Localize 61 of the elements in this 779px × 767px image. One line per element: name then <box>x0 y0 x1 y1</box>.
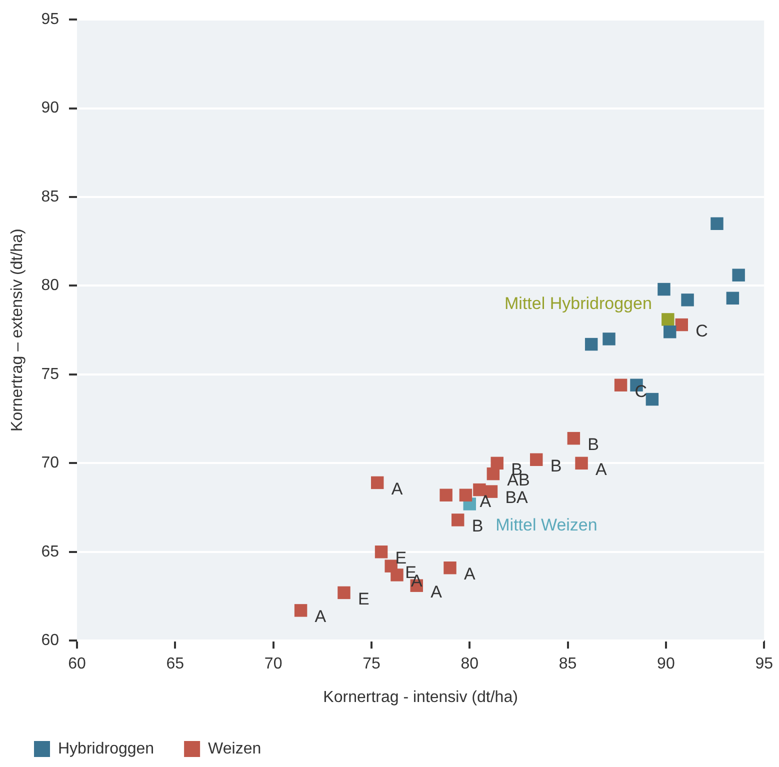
point <box>294 604 308 617</box>
data-label: C <box>696 321 708 340</box>
data-label: A <box>596 460 608 479</box>
point <box>370 476 384 490</box>
x-tick-label: 90 <box>657 656 675 673</box>
point <box>662 313 674 326</box>
point <box>681 294 694 306</box>
point <box>440 488 452 502</box>
series-label: Mittel Hybridroggen <box>504 294 652 314</box>
x-tick-label: 95 <box>755 656 774 673</box>
point <box>658 282 670 296</box>
point <box>726 292 740 305</box>
point <box>444 561 456 574</box>
data-label: A <box>464 564 476 584</box>
x-tick-label: 70 <box>264 656 282 673</box>
point <box>473 483 486 496</box>
point <box>664 326 676 338</box>
x-tick-label: 85 <box>558 656 577 673</box>
point <box>575 456 588 470</box>
point <box>675 318 688 332</box>
data-label: A <box>480 492 492 511</box>
y-axis-title: Kornertrag – extensiv (dt/ha) <box>9 228 26 432</box>
point <box>459 488 472 502</box>
y-tick-label: 85 <box>41 188 60 206</box>
point <box>374 546 388 558</box>
data-label: A <box>391 479 404 498</box>
point <box>567 432 580 445</box>
x-tick-label: 75 <box>362 656 380 673</box>
y-tick-label: 65 <box>41 543 60 560</box>
data-label: A <box>314 607 327 626</box>
legend-label: Hybridroggen <box>58 740 154 758</box>
point <box>384 560 398 572</box>
point <box>614 378 628 392</box>
point <box>584 338 598 351</box>
point <box>490 456 504 470</box>
y-tick-label: 75 <box>41 366 60 383</box>
data-label: E <box>395 548 407 568</box>
y-tick-label: 60 <box>41 632 60 650</box>
y-tick-label: 70 <box>41 454 60 472</box>
data-label: B <box>588 435 600 454</box>
y-tick-label: 95 <box>41 11 60 28</box>
x-tick-label: 65 <box>166 656 184 673</box>
data-label: E <box>358 589 370 608</box>
x-axis-title: Kornertrag - intensiv (dt/ha) <box>323 688 518 706</box>
data-label: BA <box>505 488 529 508</box>
x-tick-label: 80 <box>460 656 479 673</box>
point <box>732 268 745 282</box>
point <box>451 514 464 526</box>
point <box>338 586 350 600</box>
data-label: A <box>430 582 443 602</box>
x-tick-label: 60 <box>68 656 86 673</box>
data-label: B <box>472 516 484 536</box>
series-label: Mittel Weizen <box>496 516 598 535</box>
data-label: B <box>550 456 562 476</box>
y-tick-label: 90 <box>41 100 60 117</box>
point <box>710 217 724 230</box>
point <box>602 332 616 346</box>
point <box>646 392 659 406</box>
y-tick-label: 80 <box>41 277 60 294</box>
legend-label: Weizen <box>208 740 262 758</box>
point <box>530 453 543 466</box>
